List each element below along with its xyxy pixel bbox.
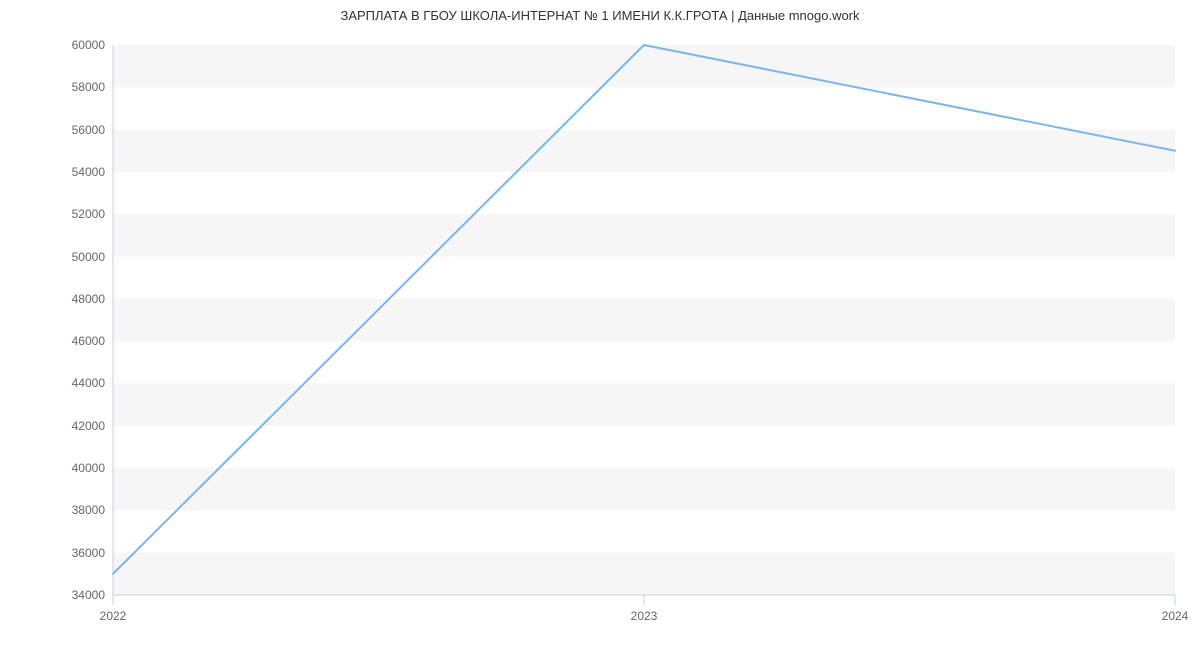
salary-line-chart: ЗАРПЛАТА В ГБОУ ШКОЛА-ИНТЕРНАТ № 1 ИМЕНИ… [0,0,1200,650]
y-tick-label: 36000 [0,546,105,560]
y-tick-label: 54000 [0,165,105,179]
x-tick-label: 2022 [100,609,127,623]
x-tick-label: 2023 [631,609,658,623]
y-tick-label: 34000 [0,588,105,602]
y-tick-label: 56000 [0,123,105,137]
y-tick-label: 52000 [0,207,105,221]
y-tick-label: 38000 [0,503,105,517]
y-tick-label: 42000 [0,419,105,433]
y-tick-label: 48000 [0,292,105,306]
y-tick-label: 60000 [0,38,105,52]
y-tick-label: 50000 [0,250,105,264]
y-tick-label: 46000 [0,334,105,348]
y-tick-label: 40000 [0,461,105,475]
x-tick-label: 2024 [1162,609,1189,623]
y-tick-label: 58000 [0,80,105,94]
y-tick-label: 44000 [0,376,105,390]
chart-svg [0,0,1200,650]
